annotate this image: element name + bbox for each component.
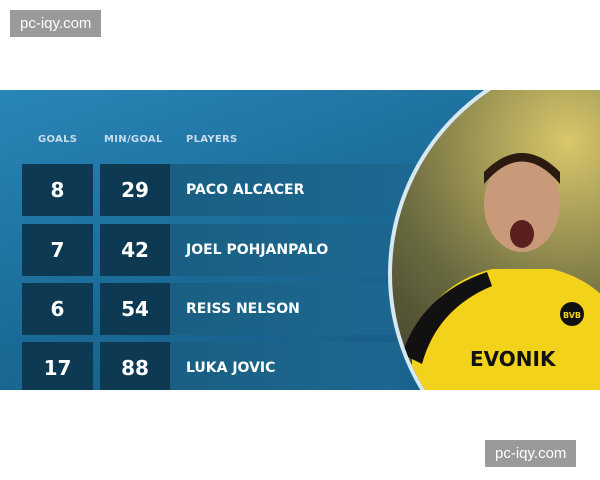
player-mouth — [510, 220, 534, 248]
header-players: PLAYERS — [186, 134, 238, 145]
goals-cell: 7 — [22, 224, 93, 276]
goals-cell: 6 — [22, 283, 93, 335]
min-goal-cell: 88 — [100, 342, 170, 390]
watermark-bottom: pc-iqy.com — [485, 440, 577, 467]
player-hair — [484, 153, 560, 184]
club-badge — [560, 302, 584, 326]
header-goals: GOALS — [38, 134, 78, 145]
player-photo: EVONIK BVB — [388, 90, 600, 390]
sponsor-text: EVONIK — [470, 347, 557, 371]
jersey-sleeve — [402, 272, 492, 364]
min-goal-cell: 42 — [100, 224, 170, 276]
min-goal-cell: 54 — [100, 283, 170, 335]
player-illustration: EVONIK BVB — [402, 153, 600, 390]
min-goal-cell: 29 — [100, 164, 170, 216]
stats-banner: GOALS MIN/GOAL PLAYERS 8 29 PACO ALCACER… — [0, 90, 600, 390]
badge-text: BVB — [563, 311, 581, 320]
jersey — [412, 269, 600, 390]
goals-cell: 17 — [22, 342, 93, 390]
header-min-goal: MIN/GOAL — [104, 134, 163, 145]
goals-cell: 8 — [22, 164, 93, 216]
watermark-top: pc-iqy.com — [10, 10, 102, 37]
player-head — [484, 156, 560, 252]
